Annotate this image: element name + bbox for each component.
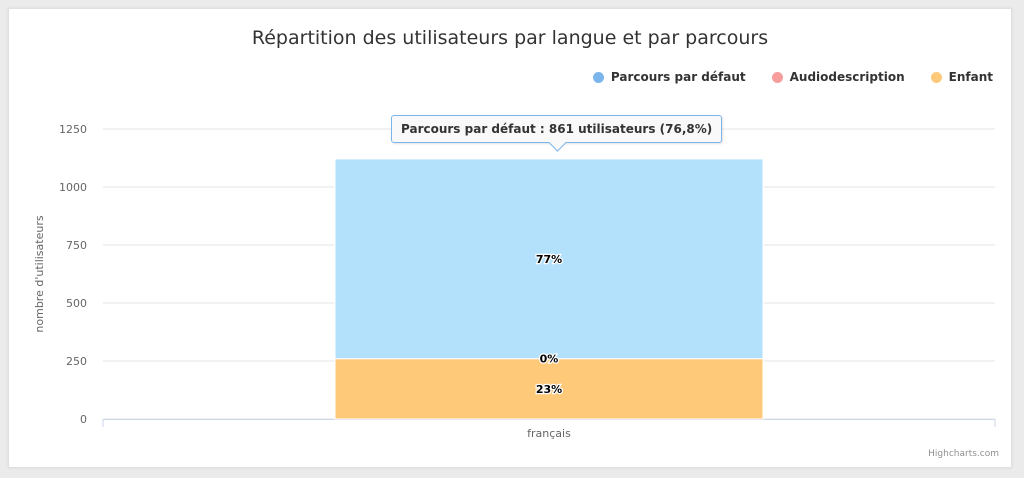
legend-label: Enfant [948,70,993,84]
data-label: 23% [536,383,562,396]
data-label: 0% [540,353,559,366]
bar-segment-0 [334,158,764,360]
credits-link[interactable]: Highcharts.com [928,449,999,459]
chart-tooltip: Parcours par défaut : 861 utilisateurs (… [391,114,723,143]
y-tick-label: 0 [80,413,87,426]
legend-label: Audiodescription [789,70,905,84]
x-category-label: français [527,427,571,440]
legend-marker-enfant-icon [930,71,942,83]
chart-card: Répartition des utilisateurs par langue … [8,8,1012,468]
chart-legend: Parcours par défaut Audiodescription Enf… [592,70,993,84]
legend-marker-audiodescription-icon [771,71,783,83]
legend-marker-parcours-icon [592,71,604,83]
y-tick-label: 250 [66,355,87,368]
y-axis-title: nombre d'utilisateurs [33,215,46,332]
legend-item-enfant[interactable]: Enfant [930,70,993,84]
chart-title: Répartition des utilisateurs par langue … [251,27,769,49]
y-tick-label: 500 [66,297,87,310]
bar-segment-2 [334,358,764,420]
y-tick-label: 750 [66,239,87,252]
y-tick-label: 1250 [59,123,87,136]
y-tick-label: 1000 [59,181,87,194]
data-label: 77% [536,253,562,266]
legend-label: Parcours par défaut [610,70,746,84]
chart-plot: 0 250 500 750 1000 1250 nombre d'utilisateurs 2… [33,123,996,440]
legend-item-parcours-par-defaut[interactable]: Parcours par défaut [592,70,746,84]
legend-item-audiodescription[interactable]: Audiodescription [771,70,905,84]
